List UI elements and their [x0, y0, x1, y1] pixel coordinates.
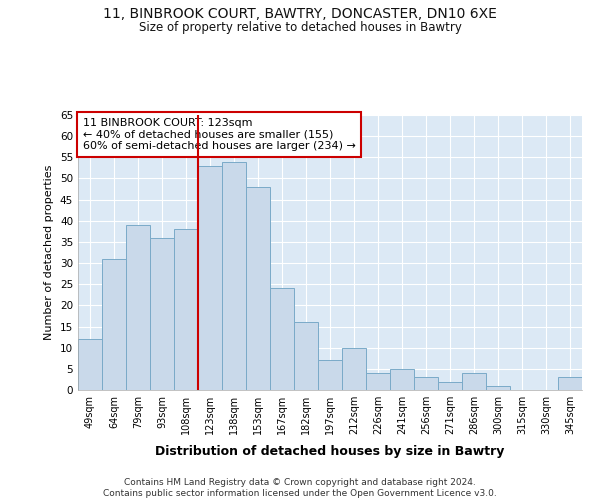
Bar [198, 166, 222, 390]
Bar [486, 386, 510, 390]
Y-axis label: Number of detached properties: Number of detached properties [44, 165, 55, 340]
Bar [390, 369, 414, 390]
Bar [294, 322, 318, 390]
Text: Contains HM Land Registry data © Crown copyright and database right 2024.
Contai: Contains HM Land Registry data © Crown c… [103, 478, 497, 498]
Bar [462, 373, 486, 390]
Text: Size of property relative to detached houses in Bawtry: Size of property relative to detached ho… [139, 21, 461, 34]
Bar [126, 225, 150, 390]
X-axis label: Distribution of detached houses by size in Bawtry: Distribution of detached houses by size … [155, 446, 505, 458]
Bar [78, 339, 102, 390]
Bar [366, 373, 390, 390]
Bar [246, 187, 270, 390]
Bar [150, 238, 174, 390]
Bar [318, 360, 342, 390]
Bar [102, 259, 126, 390]
Bar [342, 348, 366, 390]
Bar [414, 378, 438, 390]
Text: 11, BINBROOK COURT, BAWTRY, DONCASTER, DN10 6XE: 11, BINBROOK COURT, BAWTRY, DONCASTER, D… [103, 8, 497, 22]
Text: 11 BINBROOK COURT: 123sqm
← 40% of detached houses are smaller (155)
60% of semi: 11 BINBROOK COURT: 123sqm ← 40% of detac… [83, 118, 356, 151]
Bar [222, 162, 246, 390]
Bar [438, 382, 462, 390]
Bar [174, 229, 198, 390]
Bar [270, 288, 294, 390]
Bar [558, 378, 582, 390]
